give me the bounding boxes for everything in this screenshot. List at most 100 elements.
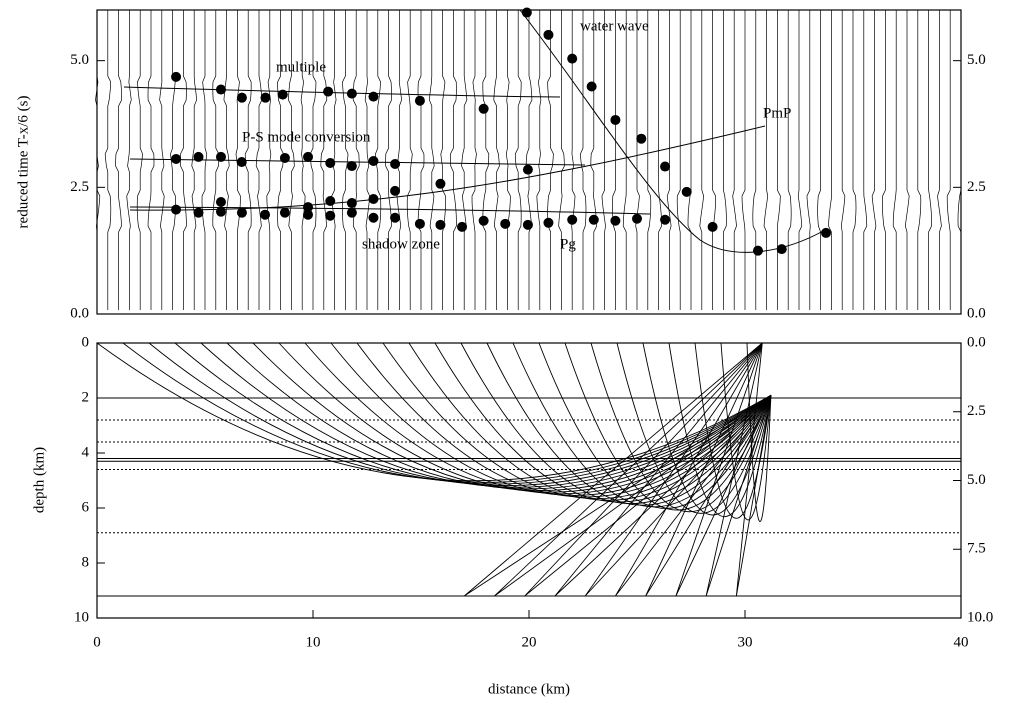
trace xyxy=(601,10,606,310)
data-point xyxy=(325,196,336,207)
data-point xyxy=(521,7,532,18)
trace xyxy=(647,10,652,310)
data-point xyxy=(236,92,247,103)
trace xyxy=(450,10,457,310)
data-point xyxy=(171,153,182,164)
trace xyxy=(892,10,897,310)
trace xyxy=(352,10,360,310)
trace xyxy=(752,10,757,310)
trace xyxy=(547,10,554,310)
trace xyxy=(676,10,681,310)
trace xyxy=(558,10,565,310)
trace xyxy=(776,10,781,310)
data-point xyxy=(236,157,247,167)
trace xyxy=(917,10,922,310)
trace xyxy=(840,10,846,310)
trace xyxy=(763,10,769,310)
trace xyxy=(536,10,542,310)
data-point xyxy=(478,103,489,114)
data-point xyxy=(193,151,204,162)
trace xyxy=(687,10,692,310)
x-axis-label: distance (km) xyxy=(488,681,570,697)
data-point xyxy=(325,158,336,169)
ray xyxy=(720,342,772,521)
trace xyxy=(406,10,413,310)
trace xyxy=(417,10,425,310)
y-tick-label: 8 xyxy=(82,554,90,570)
y2-tick-label: 10.0 xyxy=(967,609,993,625)
data-point xyxy=(279,207,290,218)
trace xyxy=(579,10,587,310)
x-tick-label: 20 xyxy=(522,634,537,650)
trace xyxy=(115,10,122,310)
data-point xyxy=(707,221,718,232)
data-point xyxy=(325,210,336,221)
data-point xyxy=(435,219,446,230)
y-tick-label: 6 xyxy=(82,499,90,515)
data-point xyxy=(610,215,621,226)
trace xyxy=(817,10,821,310)
x-tick-label: 0 xyxy=(93,634,101,650)
y-tick-label: 5.0 xyxy=(967,52,986,68)
data-point xyxy=(368,193,379,204)
trace xyxy=(635,10,640,310)
trace xyxy=(797,10,803,310)
data-point xyxy=(303,209,314,220)
data-point xyxy=(390,212,401,223)
ray xyxy=(460,342,772,504)
data-point xyxy=(193,207,204,218)
data-point xyxy=(435,178,446,189)
x-tick-label: 30 xyxy=(738,634,753,650)
trace xyxy=(741,10,746,310)
data-point xyxy=(346,161,357,172)
y-tick-label: 2.5 xyxy=(967,179,986,195)
data-point xyxy=(636,133,647,144)
trace xyxy=(159,10,165,310)
trace xyxy=(364,10,371,310)
data-point xyxy=(588,214,599,225)
trace xyxy=(255,10,263,310)
trace xyxy=(712,10,716,310)
y2-tick-label: 2.5 xyxy=(967,403,986,419)
data-point xyxy=(215,84,226,95)
travel-time-curve xyxy=(519,9,826,253)
y2-tick-label: 0.0 xyxy=(967,334,986,350)
data-point xyxy=(215,197,226,208)
data-point xyxy=(323,86,334,97)
travel-time-curve xyxy=(129,206,651,215)
trace xyxy=(852,10,857,310)
ray xyxy=(590,342,772,513)
data-point xyxy=(567,214,578,225)
data-point xyxy=(215,206,226,217)
trace xyxy=(461,10,468,310)
data-point xyxy=(457,221,468,232)
data-point xyxy=(368,212,379,223)
y-tick-label: 2.5 xyxy=(70,179,89,195)
trace xyxy=(471,10,477,310)
y-tick-label: 2 xyxy=(82,389,90,405)
data-point xyxy=(414,95,425,106)
trace xyxy=(136,10,143,310)
trace xyxy=(723,10,727,310)
data-point xyxy=(260,209,271,220)
trace xyxy=(505,10,511,310)
trace xyxy=(440,10,446,310)
data-point xyxy=(543,29,554,40)
y2-tick-label: 7.5 xyxy=(967,541,986,557)
ray xyxy=(382,342,772,500)
trace xyxy=(147,10,155,310)
trace xyxy=(514,10,522,310)
trace xyxy=(482,10,490,310)
data-point xyxy=(414,218,425,229)
annotation: PmP xyxy=(763,105,791,121)
data-point xyxy=(610,114,621,125)
data-point xyxy=(660,214,671,225)
annotation: P-S mode conversion xyxy=(242,129,371,145)
y-tick-label: 10 xyxy=(74,609,89,625)
trace xyxy=(493,10,500,310)
trace xyxy=(104,10,112,310)
y-tick-label: 0.0 xyxy=(70,305,89,321)
y-axis-label: reduced time T-x/6 (s) xyxy=(15,96,31,229)
data-point xyxy=(776,244,787,255)
